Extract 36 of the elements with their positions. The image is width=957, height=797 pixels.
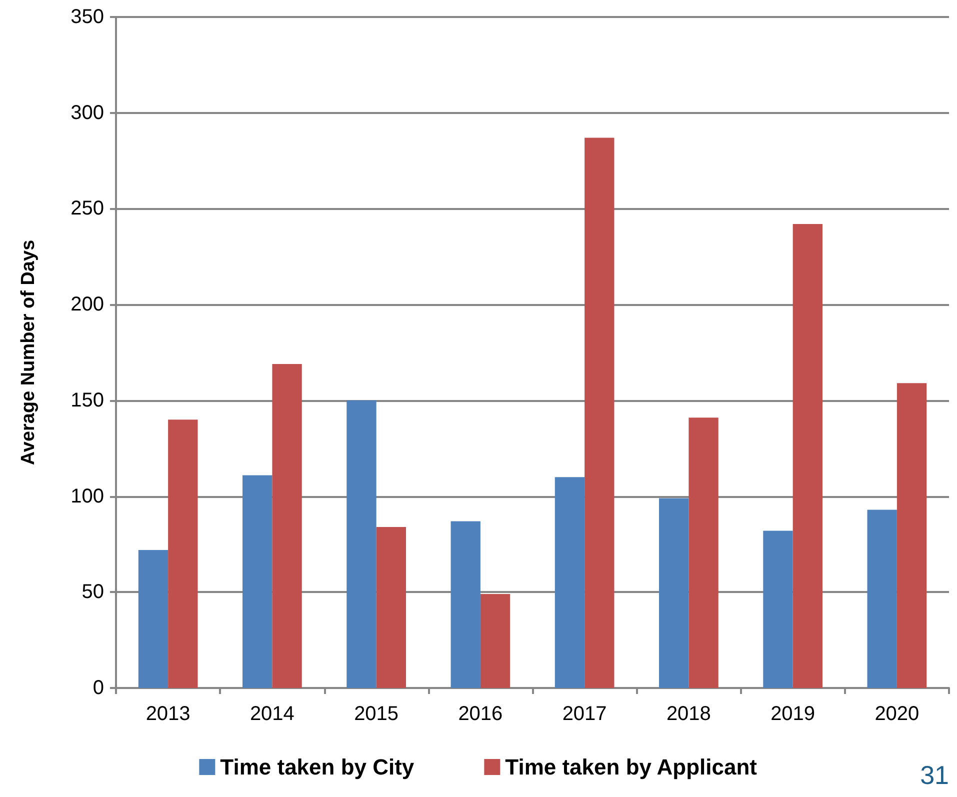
bar — [896, 383, 927, 688]
bar — [450, 521, 480, 688]
bar — [763, 530, 793, 688]
bar — [480, 594, 510, 688]
bar — [659, 498, 689, 688]
x-tick-label: 2020 — [874, 703, 920, 725]
y-tick-label: 50 — [82, 581, 104, 604]
bar — [688, 418, 718, 688]
y-tick-label: 150 — [70, 389, 104, 412]
x-tick-label: 2019 — [770, 703, 816, 725]
bar — [867, 510, 897, 688]
legend-label: Time taken by City — [220, 754, 415, 780]
bar — [242, 475, 272, 688]
x-tick-label: 2016 — [458, 703, 503, 725]
x-tick-label: 2017 — [562, 703, 607, 725]
bar — [376, 526, 406, 688]
bar — [346, 400, 376, 688]
x-tick-label: 2013 — [146, 703, 190, 725]
legend-label: Time taken by Applicant — [505, 754, 758, 780]
bar — [554, 477, 585, 688]
x-tick-label: 2014 — [250, 703, 294, 725]
bar — [792, 224, 822, 688]
x-tick-label: 2015 — [354, 703, 399, 725]
bar — [168, 420, 198, 688]
y-tick-label: 200 — [70, 294, 104, 316]
bar — [272, 364, 302, 688]
y-tick-label: 0 — [92, 677, 104, 699]
y-axis-title: Average Number of Days — [18, 240, 39, 466]
y-tick-label: 350 — [70, 6, 104, 28]
y-tick-label: 250 — [70, 198, 104, 220]
y-tick-label: 100 — [70, 485, 104, 508]
bar — [584, 138, 614, 688]
x-tick-label: 2018 — [666, 703, 711, 725]
y-tick-label: 300 — [70, 102, 104, 124]
bar — [138, 550, 168, 688]
text: 31 — [920, 760, 949, 791]
